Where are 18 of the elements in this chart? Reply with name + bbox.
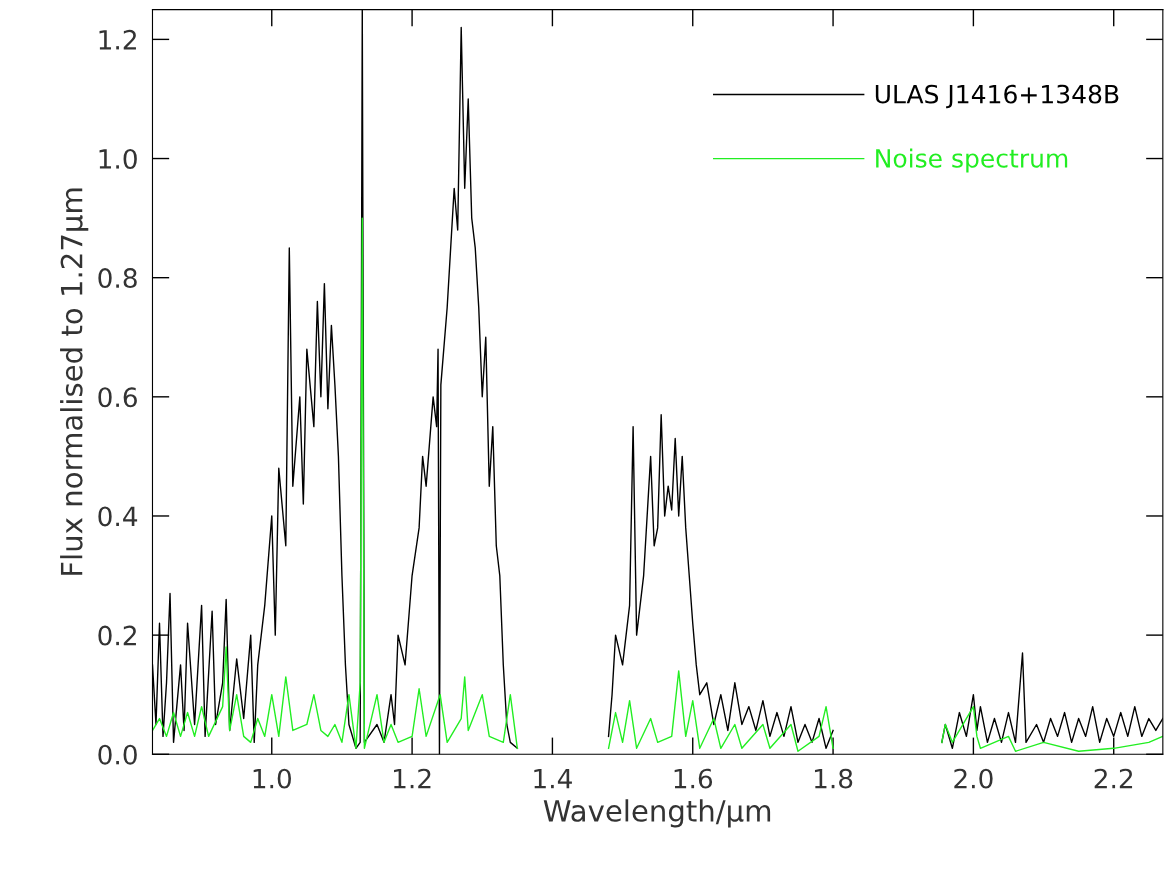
y-tick-label: 0.0 [98,744,137,765]
y-tick-label: 1.2 [99,29,136,50]
y-axis-title: Flux normalised to 1.27μm [60,188,89,575]
x-axis-title: Wavelength/μm [543,799,771,828]
x-tick-label: 1.4 [534,768,572,789]
x-tick-label: 2.0 [954,768,993,789]
x-tick-label: 1.8 [814,768,853,789]
x-tick-label: 2.2 [1094,768,1133,789]
x-tick-label: 1.0 [253,768,291,789]
x-tick-label: 1.2 [394,768,431,789]
x-tick-label: 1.6 [674,768,713,789]
y-tick-label: 0.2 [98,625,136,646]
y-tick-label: 0.8 [98,268,137,289]
y-tick-label: 1.0 [99,148,137,169]
text: ULAS J1416+1348B [875,84,1119,109]
text: Noise spectrum [876,148,1068,173]
y-tick-label: 0.6 [98,387,137,408]
y-tick-label: 0.4 [98,506,138,527]
